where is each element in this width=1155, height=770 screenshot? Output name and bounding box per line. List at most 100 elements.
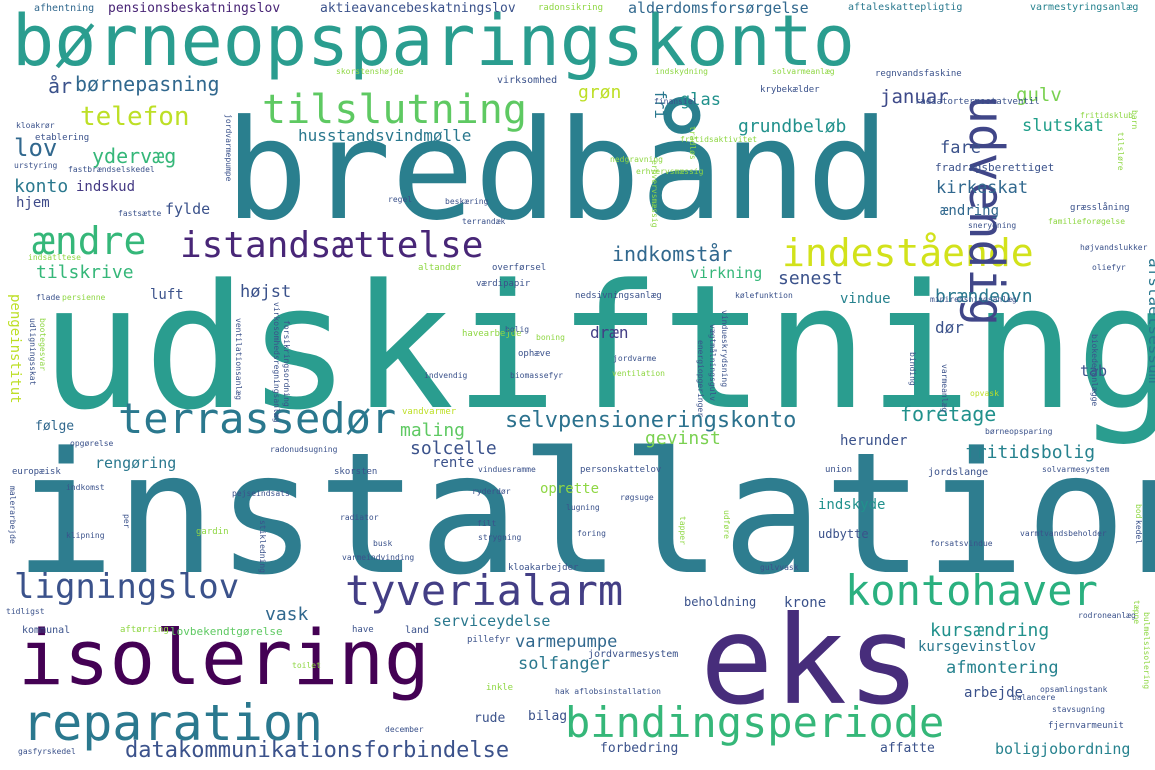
word-ventilationsanlaeg: ventilationsanlæg — [234, 318, 243, 400]
word-familieforogelse: familieforøgelse — [1048, 217, 1126, 226]
word-hak-aflobsinstallation: hak aflobsinstallation — [555, 687, 661, 696]
word-inkle: inkle — [486, 683, 514, 693]
word-fradragsberettiget: fradragsberettiget — [935, 161, 1055, 174]
word-klipning: klipning — [66, 531, 105, 540]
word-aftorring: aftørring — [120, 625, 169, 635]
word-regel: regel — [388, 195, 413, 204]
word-lov: lov — [14, 134, 58, 162]
word-altandor: altandør — [418, 263, 462, 273]
word-dor: dør — [935, 318, 964, 337]
word-fylde: fylde — [165, 200, 211, 218]
word-varmeanlaeg: varmeanlæg — [940, 364, 949, 413]
word-tidligst: tidligst — [6, 607, 45, 616]
word-tilslore: tilsløre — [1116, 132, 1125, 171]
word-isolering: isolering — [18, 613, 430, 702]
word-rente: rente — [432, 455, 475, 471]
word-opsamlingstank: opsamlingstank — [1040, 685, 1108, 694]
word-flade: flade — [36, 293, 61, 302]
word-aendring: ændring — [940, 203, 1000, 219]
word-bod: bod — [1134, 504, 1143, 519]
word-vaerdipapir: værdipapir — [476, 279, 531, 289]
word-kontohaver: kontohaver — [845, 566, 1098, 615]
word-kloakror: kloakrør — [16, 121, 55, 130]
word-kloakarbejder: kloakarbejder — [508, 563, 579, 573]
word-busk: busk — [373, 539, 393, 548]
word-boligjobordning: boligjobordning — [995, 740, 1131, 758]
word-have: have — [352, 625, 374, 635]
word-skorstenshojde: skorstenshøjde — [336, 67, 404, 76]
word-ligningslov: ligningslov — [14, 567, 240, 607]
word-nedsivningsanlaeg: nedsivningsanlæg — [575, 291, 662, 301]
word-urstyring: urstyring — [14, 161, 58, 170]
word-pengeinstitut: pengeinstitut — [7, 294, 23, 404]
word-senest: senest — [778, 268, 844, 289]
word-rude: rude — [474, 711, 506, 726]
word-pensionsbeskatningslov: pensionsbeskatningslov — [108, 1, 281, 16]
word-herunder: herunder — [840, 433, 908, 449]
word-krybekaelder: krybekælder — [760, 85, 820, 95]
word-persienne: persienne — [62, 293, 106, 302]
word-indkomst: indkomst — [66, 483, 105, 492]
word-foring: foring — [577, 529, 606, 538]
word-maling: maling — [400, 420, 466, 441]
word-afhentning: afhentning — [34, 3, 95, 14]
word-indestaaende: indestående — [782, 231, 1034, 275]
word-indvendig: indvendig — [424, 371, 468, 380]
word-lovbekendtgorelse: lovbekendtgørelse — [170, 625, 283, 638]
word-gulvvask: gulvvask — [760, 563, 799, 572]
word-graesslaaning: græsslåning — [1070, 203, 1130, 213]
word-hojst: højst — [240, 282, 292, 302]
word-fastbraendselskedel: fastbrændselskedel — [68, 165, 155, 174]
word-europaeisk: europæisk — [12, 467, 61, 477]
word-reparation: reparation — [22, 694, 324, 752]
word-havearbejde: havearbejde — [462, 329, 522, 339]
word-varmeindvinding: varmeindvinding — [342, 553, 415, 562]
word-telefon: telefon — [80, 102, 190, 132]
word-serviceydelse: serviceydelse — [433, 612, 551, 630]
word-solvarmeanlaeg: solvarmeanlæg — [772, 67, 835, 76]
word-rengoring: rengøring — [95, 454, 177, 472]
word-kirkeskat: kirkeskat — [936, 178, 1029, 198]
word-ventilation: ventilation — [612, 369, 665, 378]
word-taepne: tæpne — [1132, 600, 1141, 625]
word-braendeovn: brændeovn — [935, 286, 1033, 307]
word-fritidsklub: fritidsklub — [1080, 111, 1133, 120]
word-solvarmesystem: solvarmesystem — [1042, 465, 1110, 474]
word-aar: år — [48, 74, 73, 98]
word-biomassefyr: biomassefyr — [510, 371, 563, 380]
word-installation: installation — [14, 416, 1155, 612]
word-selvpensioneringskonto: selvpensioneringskonto — [505, 408, 797, 433]
word-tab: tab — [1080, 362, 1108, 380]
word-skorsten: skorsten — [334, 467, 378, 477]
word-boning: boning — [536, 333, 565, 342]
word-fastsaette: fastsætte — [118, 209, 162, 218]
word-nedgravning: nedgravning — [610, 155, 663, 164]
word-husstandsvindmolle: husstandsvindmølle — [298, 126, 472, 145]
word-udskiftning: udskiftning — [40, 247, 1155, 448]
word-indskud: indskud — [76, 179, 136, 195]
word-finansiel: finansiel — [654, 97, 698, 106]
word-ydervaeg: ydervæg — [92, 144, 177, 168]
word-konto: konto — [14, 176, 69, 197]
word-indskydning: indskydning — [655, 67, 708, 76]
word-affatte: affatte — [880, 741, 935, 756]
word-eks: eks — [700, 590, 921, 732]
word-binding: binding — [908, 352, 917, 386]
word-tyverialarm: tyverialarm — [345, 566, 624, 615]
word-balancere: balancere — [1012, 693, 1056, 702]
word-virkosomhedsregningsanlaeg: virkosomhedsregningsanlæg — [272, 302, 281, 423]
word-bulmelsisolering: bulmelsisolering — [1142, 612, 1151, 690]
word-etablering: etablering — [35, 133, 90, 143]
word-gevinst: gevinst — [645, 428, 721, 449]
word-erhvervsmaessig-2: erhvervsmæssig — [650, 160, 659, 228]
word-alderdomsforsorgelse: alderdomsforsørgelse — [628, 0, 809, 17]
word-vask: vask — [265, 604, 309, 625]
word-fare: fare — [940, 138, 981, 158]
word-virkning: virkning — [690, 264, 763, 282]
word-jordvarme: jordvarme — [613, 354, 657, 363]
word-vindue: vindue — [840, 291, 891, 307]
word-bindingsperiode: bindingsperiode — [565, 698, 945, 747]
word-fjernvarmeunit: fjernvarmeunit — [1048, 721, 1124, 731]
word-kedel: kedel — [1134, 520, 1143, 545]
word-opvask: opvask — [970, 389, 999, 398]
